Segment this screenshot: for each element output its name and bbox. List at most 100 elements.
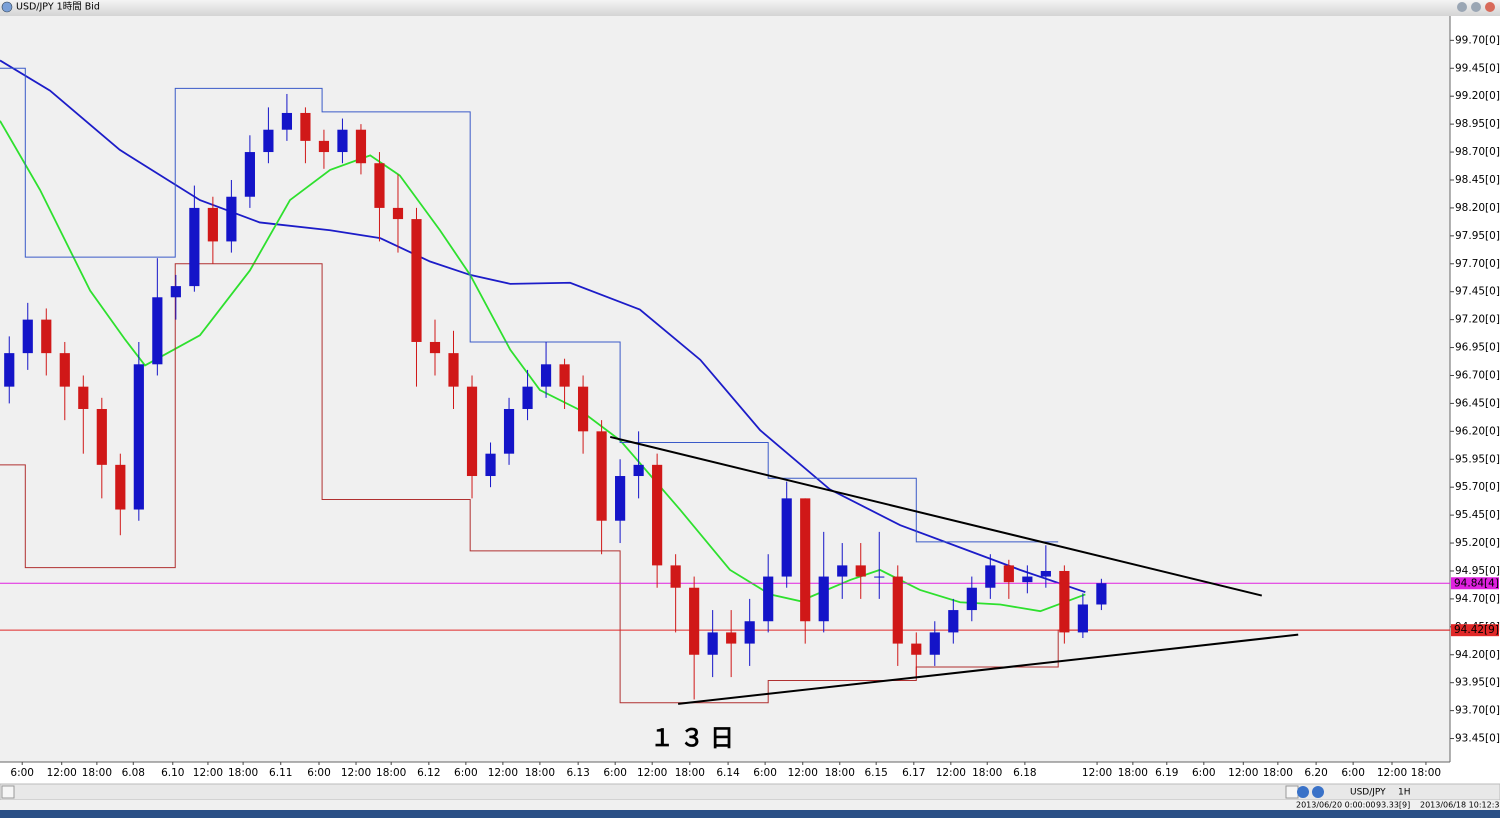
x-tick-label: 6:00: [603, 767, 627, 779]
candle-body: [855, 565, 866, 577]
y-tick-label: 93.70[0]: [1455, 705, 1500, 717]
x-tick-label: 18:00: [228, 767, 258, 779]
y-tick-label: 99.20[0]: [1455, 90, 1500, 102]
candle-body: [670, 565, 681, 588]
candle-body: [78, 386, 89, 409]
candle-body: [485, 453, 496, 477]
x-tick-label: 6:00: [1192, 767, 1216, 779]
candle-body: [281, 112, 293, 130]
candle-body: [59, 353, 70, 387]
x-tick-label: 18:00: [1118, 767, 1148, 779]
scroll-right[interactable]: [1285, 785, 1299, 799]
candle-body: [652, 464, 663, 566]
x-tick-label: 12:00: [788, 767, 818, 779]
candle-body: [985, 565, 996, 588]
annotation: １３日: [650, 724, 740, 752]
x-tick-label: 12:00: [1377, 767, 1407, 779]
price-marker-label: 94.42[9]: [1454, 624, 1499, 636]
candle-body: [577, 386, 589, 432]
x-tick-label: 18:00: [972, 767, 1002, 779]
candle-body: [948, 610, 959, 633]
scrollbar[interactable]: [0, 783, 1500, 801]
symbol-selector[interactable]: USD/JPY: [1350, 788, 1386, 798]
y-tick-label: 96.70[0]: [1455, 369, 1500, 381]
candle-body: [596, 431, 607, 521]
x-tick-label: 6.13: [566, 767, 589, 779]
x-tick-label: 18:00: [1263, 767, 1293, 779]
candle-body: [115, 464, 126, 510]
zoom-in-button[interactable]: [1312, 786, 1324, 798]
status-cursor-price: 93.33[9]: [1376, 801, 1410, 810]
y-tick-label: 96.20[0]: [1455, 425, 1500, 437]
candle-body: [244, 152, 255, 197]
candle-body: [374, 163, 385, 208]
y-tick-label: 96.45[0]: [1455, 397, 1500, 409]
x-tick-label: 6:00: [454, 767, 478, 779]
candle-body: [96, 408, 107, 465]
candle-body: [540, 364, 552, 387]
moving-average-line: [0, 59, 1086, 594]
period-selector[interactable]: 1H: [1398, 788, 1411, 798]
maximize-button[interactable]: [1471, 2, 1481, 12]
candle-body: [355, 129, 367, 164]
y-tick-label: 97.95[0]: [1455, 230, 1500, 242]
candle-body: [466, 386, 478, 477]
candle-body: [170, 286, 181, 298]
x-tick-label: 12:00: [341, 767, 371, 779]
y-tick-label: 98.70[0]: [1455, 146, 1500, 158]
candle-body: [689, 587, 700, 655]
x-tick-label: 18:00: [675, 767, 705, 779]
candle-body: [337, 129, 348, 153]
price-axis-area: [1450, 16, 1500, 762]
price-marker-label: 94.84[4]: [1454, 577, 1499, 589]
candle-body: [189, 207, 200, 287]
zoom-out-button[interactable]: [1297, 786, 1309, 798]
y-tick-label: 95.45[0]: [1455, 509, 1500, 521]
candle-body: [911, 643, 922, 655]
candle-body: [448, 353, 459, 387]
candle-body: [300, 112, 311, 141]
x-tick-label: 18:00: [825, 767, 855, 779]
trend-line: [677, 633, 1299, 705]
candle-body: [1096, 583, 1107, 605]
close-button[interactable]: [1485, 2, 1495, 12]
candle-body: [763, 576, 774, 622]
x-tick-label: 12:00: [637, 767, 667, 779]
candle-body: [41, 319, 52, 354]
x-tick-label: 6.18: [1013, 767, 1036, 779]
x-tick-label: 12:00: [488, 767, 518, 779]
candle-body: [892, 576, 903, 644]
minimize-button[interactable]: [1457, 2, 1467, 12]
x-tick-label: 6.17: [902, 767, 925, 779]
x-tick-label: 12:00: [1228, 767, 1258, 779]
y-tick-label: 96.95[0]: [1455, 342, 1500, 354]
x-tick-label: 6.11: [269, 767, 292, 779]
price-marker-box: [1451, 624, 1499, 637]
candle-body: [615, 476, 626, 521]
candle-body: [22, 319, 33, 354]
y-tick-label: 98.45[0]: [1455, 174, 1500, 186]
y-tick-label: 99.45[0]: [1455, 62, 1500, 74]
candle-body: [800, 498, 811, 622]
x-tick-label: 18:00: [525, 767, 555, 779]
candle-body: [818, 576, 829, 622]
candle-body: [503, 408, 515, 454]
x-tick-label: 12:00: [1082, 767, 1112, 779]
candle-body: [392, 207, 404, 220]
y-tick-label: 99.70[0]: [1455, 34, 1500, 46]
time-axis-area: [0, 762, 1500, 783]
x-tick-label: 6.12: [417, 767, 440, 779]
candle-body: [207, 207, 218, 242]
candle-body: [1040, 570, 1051, 577]
candle-body: [744, 621, 755, 644]
x-tick-label: 6.10: [161, 767, 184, 779]
candle-body: [559, 364, 570, 387]
scroll-left[interactable]: [1, 785, 15, 799]
status-cursor-time: 2013/06/20 0:00:00: [1296, 801, 1376, 810]
status-server-time: 2013/06/18 10:12:36: [1420, 801, 1500, 810]
candle-body: [874, 576, 885, 578]
candle-body: [429, 341, 441, 354]
candle-body: [707, 632, 718, 655]
candle-body: [152, 297, 163, 365]
window-title: USD/JPY 1時間 Bid: [16, 2, 100, 13]
